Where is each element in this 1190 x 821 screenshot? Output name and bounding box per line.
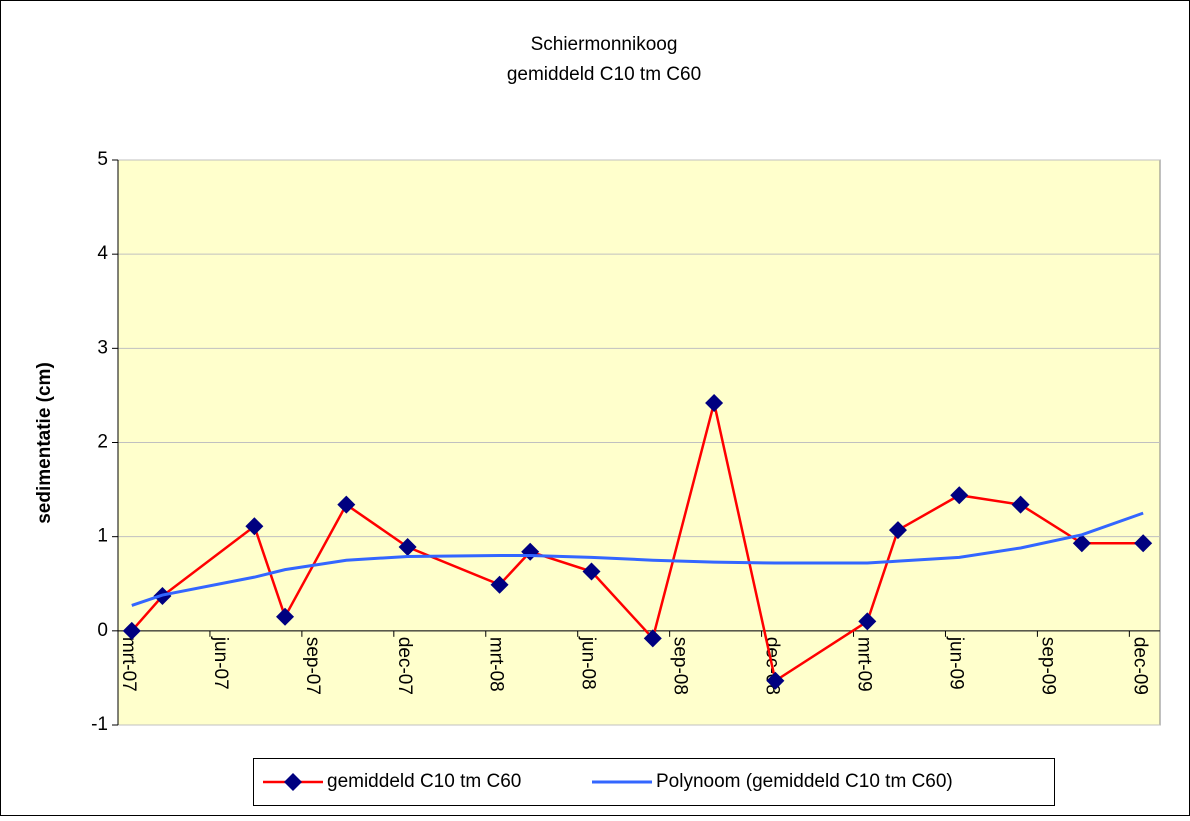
x-tick-label: jun-07: [210, 636, 231, 690]
marker: [705, 393, 724, 412]
y-axis-label: sedimentatie (cm): [34, 362, 55, 524]
marker: [122, 621, 141, 640]
y-tick-label: 2: [97, 432, 108, 453]
chart-title: Schiermonnikoog: [531, 34, 678, 55]
marker: [1011, 495, 1030, 514]
legend-label: gemiddeld C10 tm C60: [327, 771, 521, 792]
legend-marker: [284, 773, 302, 791]
chart-subtitle: gemiddeld C10 tm C60: [507, 64, 701, 85]
series-line: [130, 402, 1144, 683]
y-tick-label: 3: [97, 337, 108, 358]
marker: [1072, 534, 1091, 553]
marker: [888, 521, 907, 540]
marker: [398, 538, 417, 557]
x-tick-label: dec-07: [394, 637, 415, 695]
marker: [858, 612, 877, 631]
marker: [950, 486, 969, 505]
marker: [582, 562, 601, 581]
marker: [766, 671, 785, 690]
x-tick-label: jun-09: [945, 636, 966, 690]
x-tick-label: sep-07: [302, 637, 323, 695]
marker: [1134, 534, 1153, 553]
x-tick-label: mrt-09: [854, 637, 875, 692]
y-tick-label: -1: [91, 714, 108, 735]
x-tick-label: dec-09: [1129, 637, 1150, 695]
legend: [253, 758, 1055, 806]
marker: [245, 517, 264, 536]
y-tick-label: 5: [97, 149, 108, 170]
trend-line: [131, 511, 1144, 607]
x-tick-label: sep-08: [670, 637, 691, 695]
y-tick-label: 4: [97, 243, 108, 264]
x-tick-label: mrt-08: [486, 637, 507, 692]
marker: [490, 575, 509, 594]
x-tick-label: jun-08: [578, 636, 599, 690]
x-tick-label: mrt-07: [118, 637, 139, 692]
x-tick-label: sep-09: [1037, 637, 1058, 695]
y-tick-label: 1: [97, 526, 108, 547]
marker: [643, 629, 662, 648]
marker: [276, 607, 295, 626]
legend-label: Polynoom (gemiddeld C10 tm C60): [656, 771, 953, 792]
marker: [337, 495, 356, 514]
y-tick-label: 0: [97, 620, 108, 641]
